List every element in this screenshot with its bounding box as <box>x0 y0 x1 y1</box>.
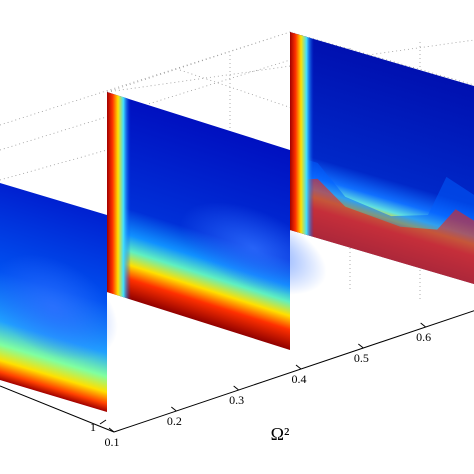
x-tick-label: 0.2 <box>167 414 182 428</box>
x-tick <box>233 385 239 391</box>
x-tick <box>420 322 426 328</box>
slice-blob <box>0 254 118 361</box>
x-tick <box>295 364 302 370</box>
x-tick <box>171 406 177 412</box>
x-tick-label: 0.1 <box>105 435 120 449</box>
x-tick-label: 0.3 <box>229 393 244 407</box>
x-tick <box>358 343 364 349</box>
slice <box>290 32 474 284</box>
y-tick <box>99 419 107 425</box>
slice <box>107 92 327 350</box>
slice-edge <box>290 32 474 284</box>
slice-edge <box>107 92 290 350</box>
x-tick-label: 0.4 <box>292 372 307 386</box>
x-tick <box>108 427 115 433</box>
x-axis-label: Ω² <box>271 424 290 444</box>
x-tick-label: 0.5 <box>354 351 369 365</box>
slice <box>0 183 118 412</box>
y-axis-line <box>0 385 115 433</box>
y-tick-label: 1 <box>90 420 96 434</box>
x-tick-label: 0.6 <box>416 330 431 344</box>
